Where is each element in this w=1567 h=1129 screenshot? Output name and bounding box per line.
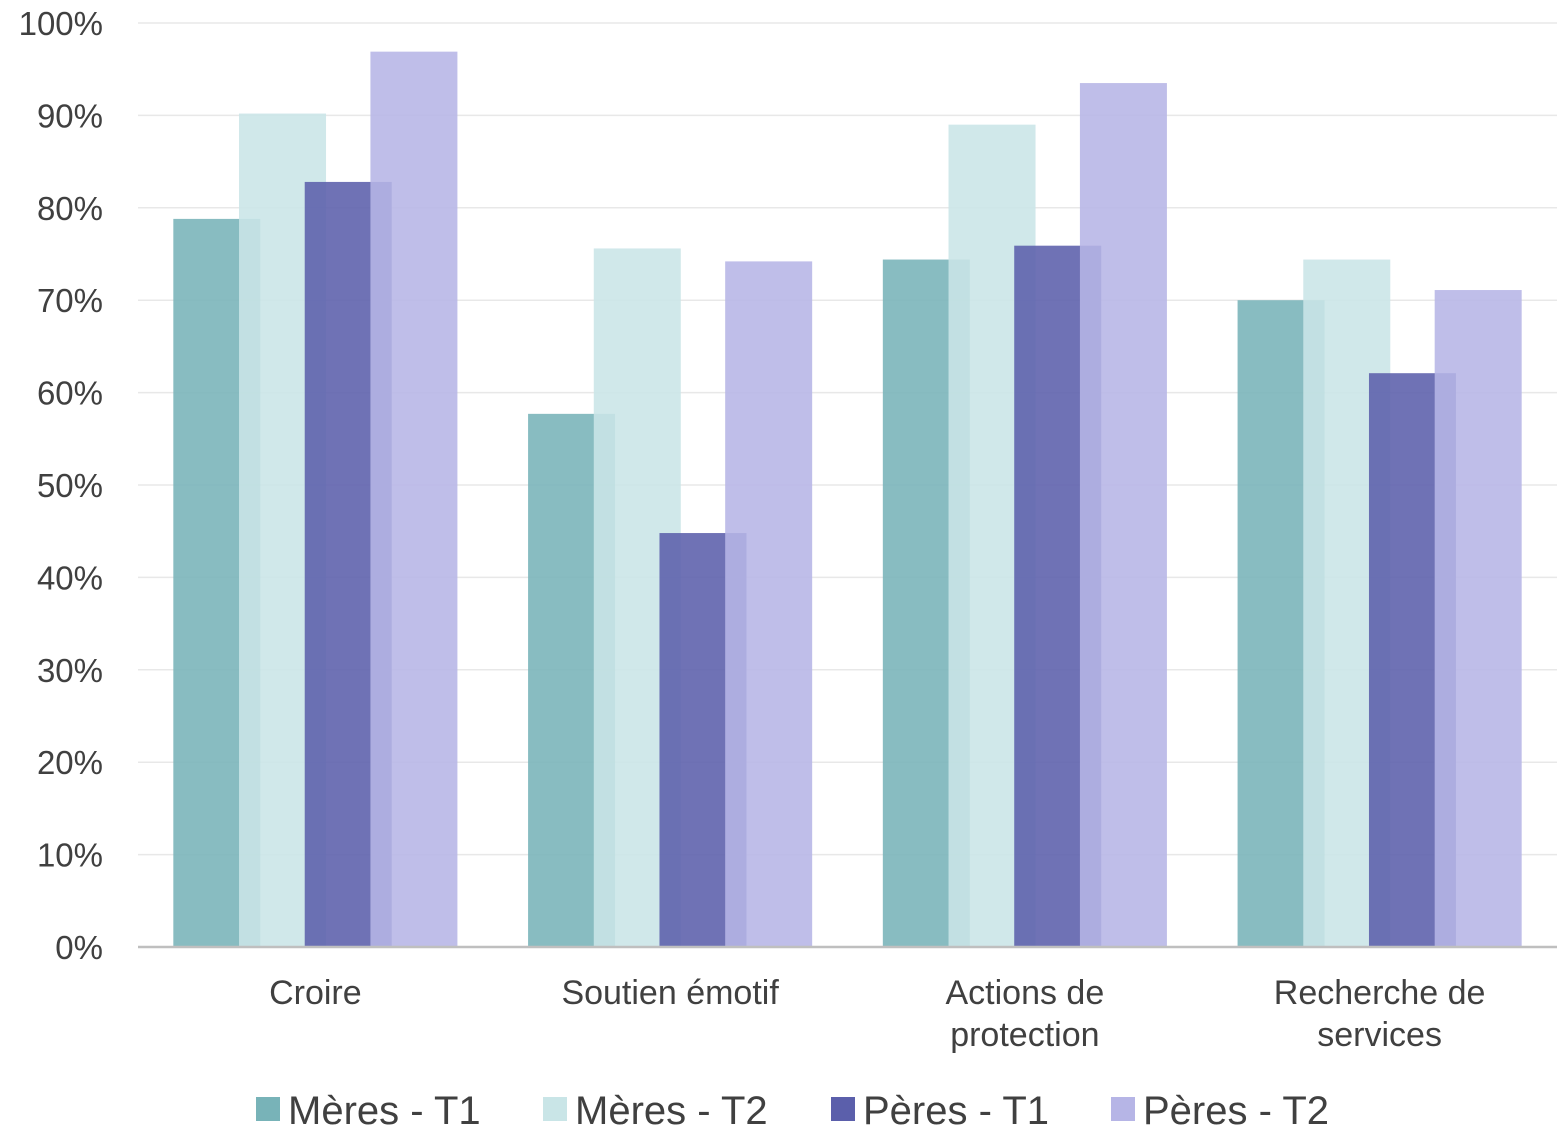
y-tick-label: 40% [37,559,103,596]
y-tick-label: 60% [37,375,103,412]
y-tick-label: 100% [19,5,103,42]
x-category-label: Soutien émotif [561,974,779,1012]
y-tick-label: 80% [37,190,103,227]
bar-4-1 [370,51,458,948]
bar-4-3 [1079,83,1167,947]
legend-swatch [1111,1097,1135,1121]
y-tick-label: 30% [37,652,103,689]
y-axis-ticks: 0% 10% 20% 30% 40% 50% 60% 70% 80% 90% 100% [19,5,103,966]
x-axis-categories: Croire Soutien émotif Actions de protection… [269,974,1485,1054]
bar-4-4 [1434,290,1522,947]
legend-label: Mères - T2 [575,1089,768,1129]
x-category-label: services [1317,1016,1442,1054]
y-tick-label: 70% [37,282,103,319]
x-category-label: Actions de [945,974,1104,1012]
y-tick-label: 20% [37,744,103,781]
y-tick-label: 0% [55,929,103,966]
x-category-label: Recherche de [1274,974,1486,1012]
legend-swatch [256,1097,280,1121]
legend-label: Mères - T1 [288,1089,481,1129]
bars [173,51,1522,948]
legend-swatch [543,1097,567,1121]
legend-label: Pères - T2 [1143,1089,1329,1129]
y-tick-label: 50% [37,467,103,504]
legend: Mères - T1 Mères - T2 Pères - T1 Pères - T2 [256,1089,1329,1129]
bar-4-2 [725,261,813,948]
legend-swatch [831,1097,855,1121]
x-category-label: protection [950,1016,1099,1054]
y-tick-label: 10% [37,837,103,874]
legend-label: Pères - T1 [863,1089,1049,1129]
x-category-label: Croire [269,974,362,1012]
y-tick-label: 90% [37,97,103,134]
